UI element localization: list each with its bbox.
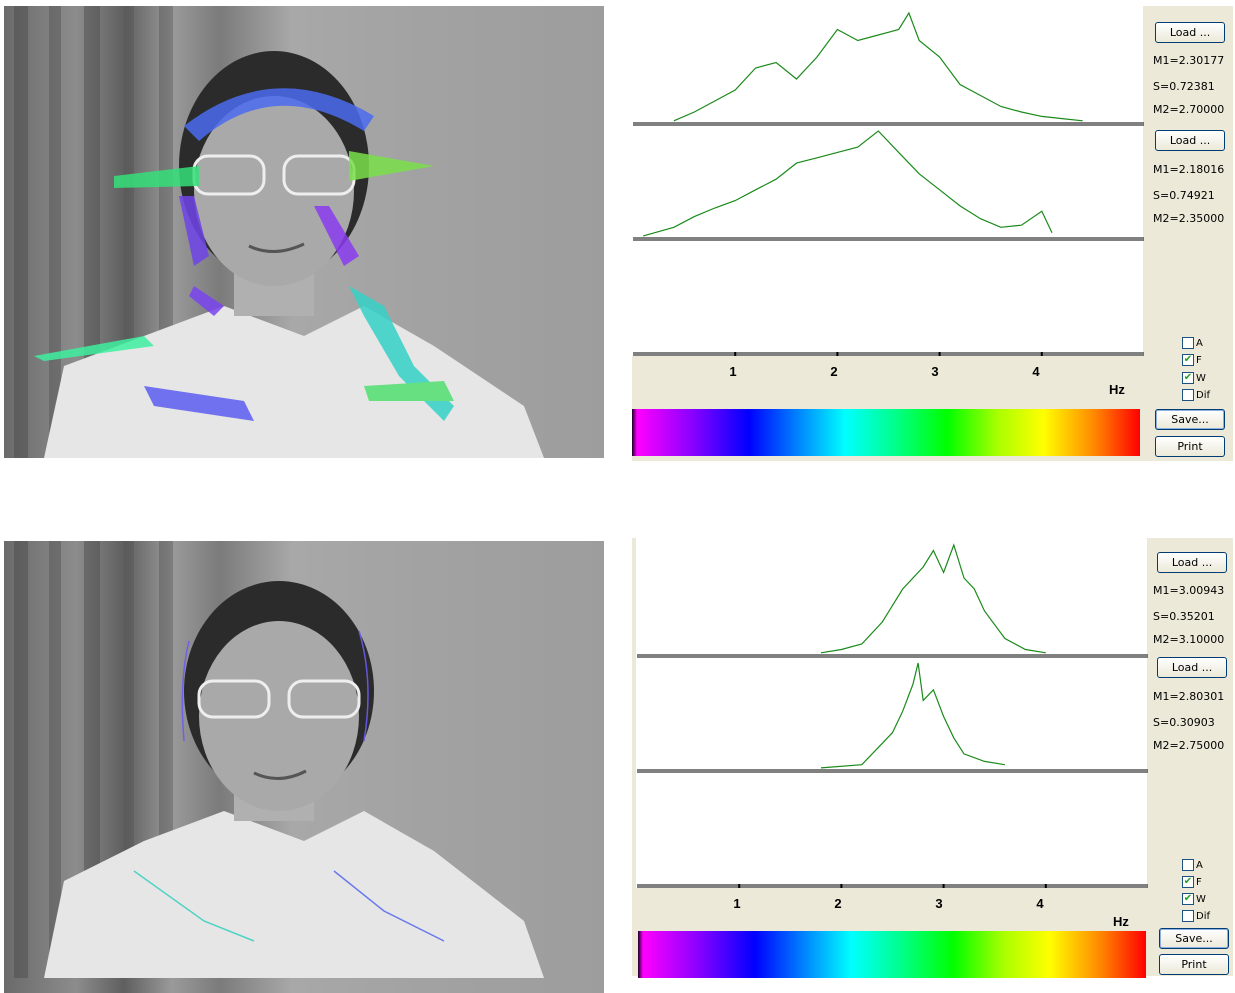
spectrum-curve-2	[643, 130, 1053, 237]
tick-label: 3	[935, 896, 943, 911]
load-button-2[interactable]: Load ...	[1155, 130, 1225, 151]
mouth-shape	[248, 242, 305, 253]
checkbox-label: F	[1196, 876, 1202, 888]
checkbox-box[interactable]	[1182, 859, 1194, 871]
tick-label: 4	[1036, 896, 1044, 911]
checkbox-w[interactable]: ✔ W	[1182, 892, 1206, 906]
load-button-1[interactable]: Load ...	[1157, 552, 1227, 573]
save-button[interactable]: Save...	[1155, 409, 1225, 430]
stat-m1-1: M1=2.30177	[1153, 54, 1225, 67]
video-frame-top	[4, 6, 604, 458]
stat-s-1: S=0.35201	[1153, 610, 1215, 623]
checkbox-box[interactable]: ✔	[1182, 372, 1194, 384]
plot-canvas	[637, 543, 1148, 888]
spectrum-curve-2	[820, 662, 1005, 769]
checkbox-dif[interactable]: Dif	[1182, 909, 1210, 923]
mouth-shape	[253, 769, 307, 780]
frequency-axis: 1 2 3 4 Hz	[632, 352, 1143, 404]
plot-area	[632, 6, 1144, 356]
shirt-shape	[44, 306, 544, 458]
stat-s-2: S=0.30903	[1153, 716, 1215, 729]
checkbox-box[interactable]: ✔	[1182, 354, 1194, 366]
axis-unit-label: Hz	[1113, 914, 1129, 929]
checkbox-w[interactable]: ✔ W	[1182, 371, 1206, 385]
face-shape	[199, 621, 359, 811]
load-button-2[interactable]: Load ...	[1157, 657, 1227, 678]
save-button[interactable]: Save...	[1159, 928, 1229, 949]
checkbox-label: W	[1196, 893, 1206, 905]
checkbox-dif[interactable]: Dif	[1182, 388, 1210, 402]
checkbox-f[interactable]: ✔ F	[1182, 353, 1202, 367]
frame-illustration-top	[14, 6, 544, 458]
curtain-folds	[14, 541, 173, 978]
stat-m2-2: M2=2.35000	[1153, 212, 1225, 225]
checkbox-label: W	[1196, 372, 1206, 384]
tick-label: 2	[834, 896, 842, 911]
tick-label: 1	[733, 896, 741, 911]
checkbox-label: A	[1196, 337, 1203, 349]
checkbox-box[interactable]	[1182, 910, 1194, 922]
stat-m1-2: M1=2.18016	[1153, 163, 1225, 176]
spectrum-panel-top: 1 2 3 4 Hz Load ... M1=2.30177 S=0.72381…	[632, 6, 1233, 461]
frame-illustration-bottom	[14, 541, 544, 978]
checkbox-label: A	[1196, 859, 1203, 871]
checkbox-box[interactable]: ✔	[1182, 893, 1194, 905]
stat-m1-2: M1=2.80301	[1153, 690, 1225, 703]
color-spectrum-bar	[638, 931, 1146, 978]
video-frame-bottom	[4, 541, 604, 993]
checkbox-a[interactable]: A	[1182, 336, 1203, 350]
shirt-shape	[44, 811, 544, 978]
checkbox-label: Dif	[1196, 389, 1210, 401]
spectrum-curve-1	[820, 543, 1046, 654]
glasses-left	[197, 679, 271, 719]
checkbox-a[interactable]: A	[1182, 858, 1203, 872]
stat-s-2: S=0.74921	[1153, 189, 1215, 202]
color-spectrum-bar	[632, 409, 1140, 456]
plot-canvas	[633, 11, 1144, 356]
print-button[interactable]: Print	[1159, 954, 1229, 975]
tick-label: 3	[931, 364, 939, 379]
checkbox-f[interactable]: ✔ F	[1182, 875, 1202, 889]
stat-m2-1: M2=2.70000	[1153, 103, 1225, 116]
spectrum-panel-bottom: 1 2 3 4 Hz Load ... M1=3.00943 S=0.35201…	[632, 538, 1233, 978]
stat-m1-1: M1=3.00943	[1153, 584, 1225, 597]
checkbox-box[interactable]	[1182, 337, 1194, 349]
checkbox-box[interactable]	[1182, 389, 1194, 401]
stat-m2-2: M2=2.75000	[1153, 739, 1225, 752]
load-button-1[interactable]: Load ...	[1155, 22, 1225, 43]
motion-overlay-top	[34, 88, 454, 421]
motion-overlay-bottom	[133, 630, 445, 942]
face-shape	[194, 96, 354, 286]
glasses-right	[287, 679, 361, 719]
print-button[interactable]: Print	[1155, 436, 1225, 457]
stat-s-1: S=0.72381	[1153, 80, 1215, 93]
spectrum-curve-1	[673, 11, 1083, 122]
axis-unit-label: Hz	[1109, 382, 1125, 397]
checkbox-label: F	[1196, 354, 1202, 366]
plot-area	[636, 538, 1148, 888]
tick-label: 4	[1032, 364, 1040, 379]
tick-label: 2	[830, 364, 838, 379]
checkbox-box[interactable]: ✔	[1182, 876, 1194, 888]
stat-m2-1: M2=3.10000	[1153, 633, 1225, 646]
checkbox-label: Dif	[1196, 910, 1210, 922]
tick-label: 1	[729, 364, 737, 379]
frequency-axis: 1 2 3 4 Hz	[636, 884, 1147, 936]
